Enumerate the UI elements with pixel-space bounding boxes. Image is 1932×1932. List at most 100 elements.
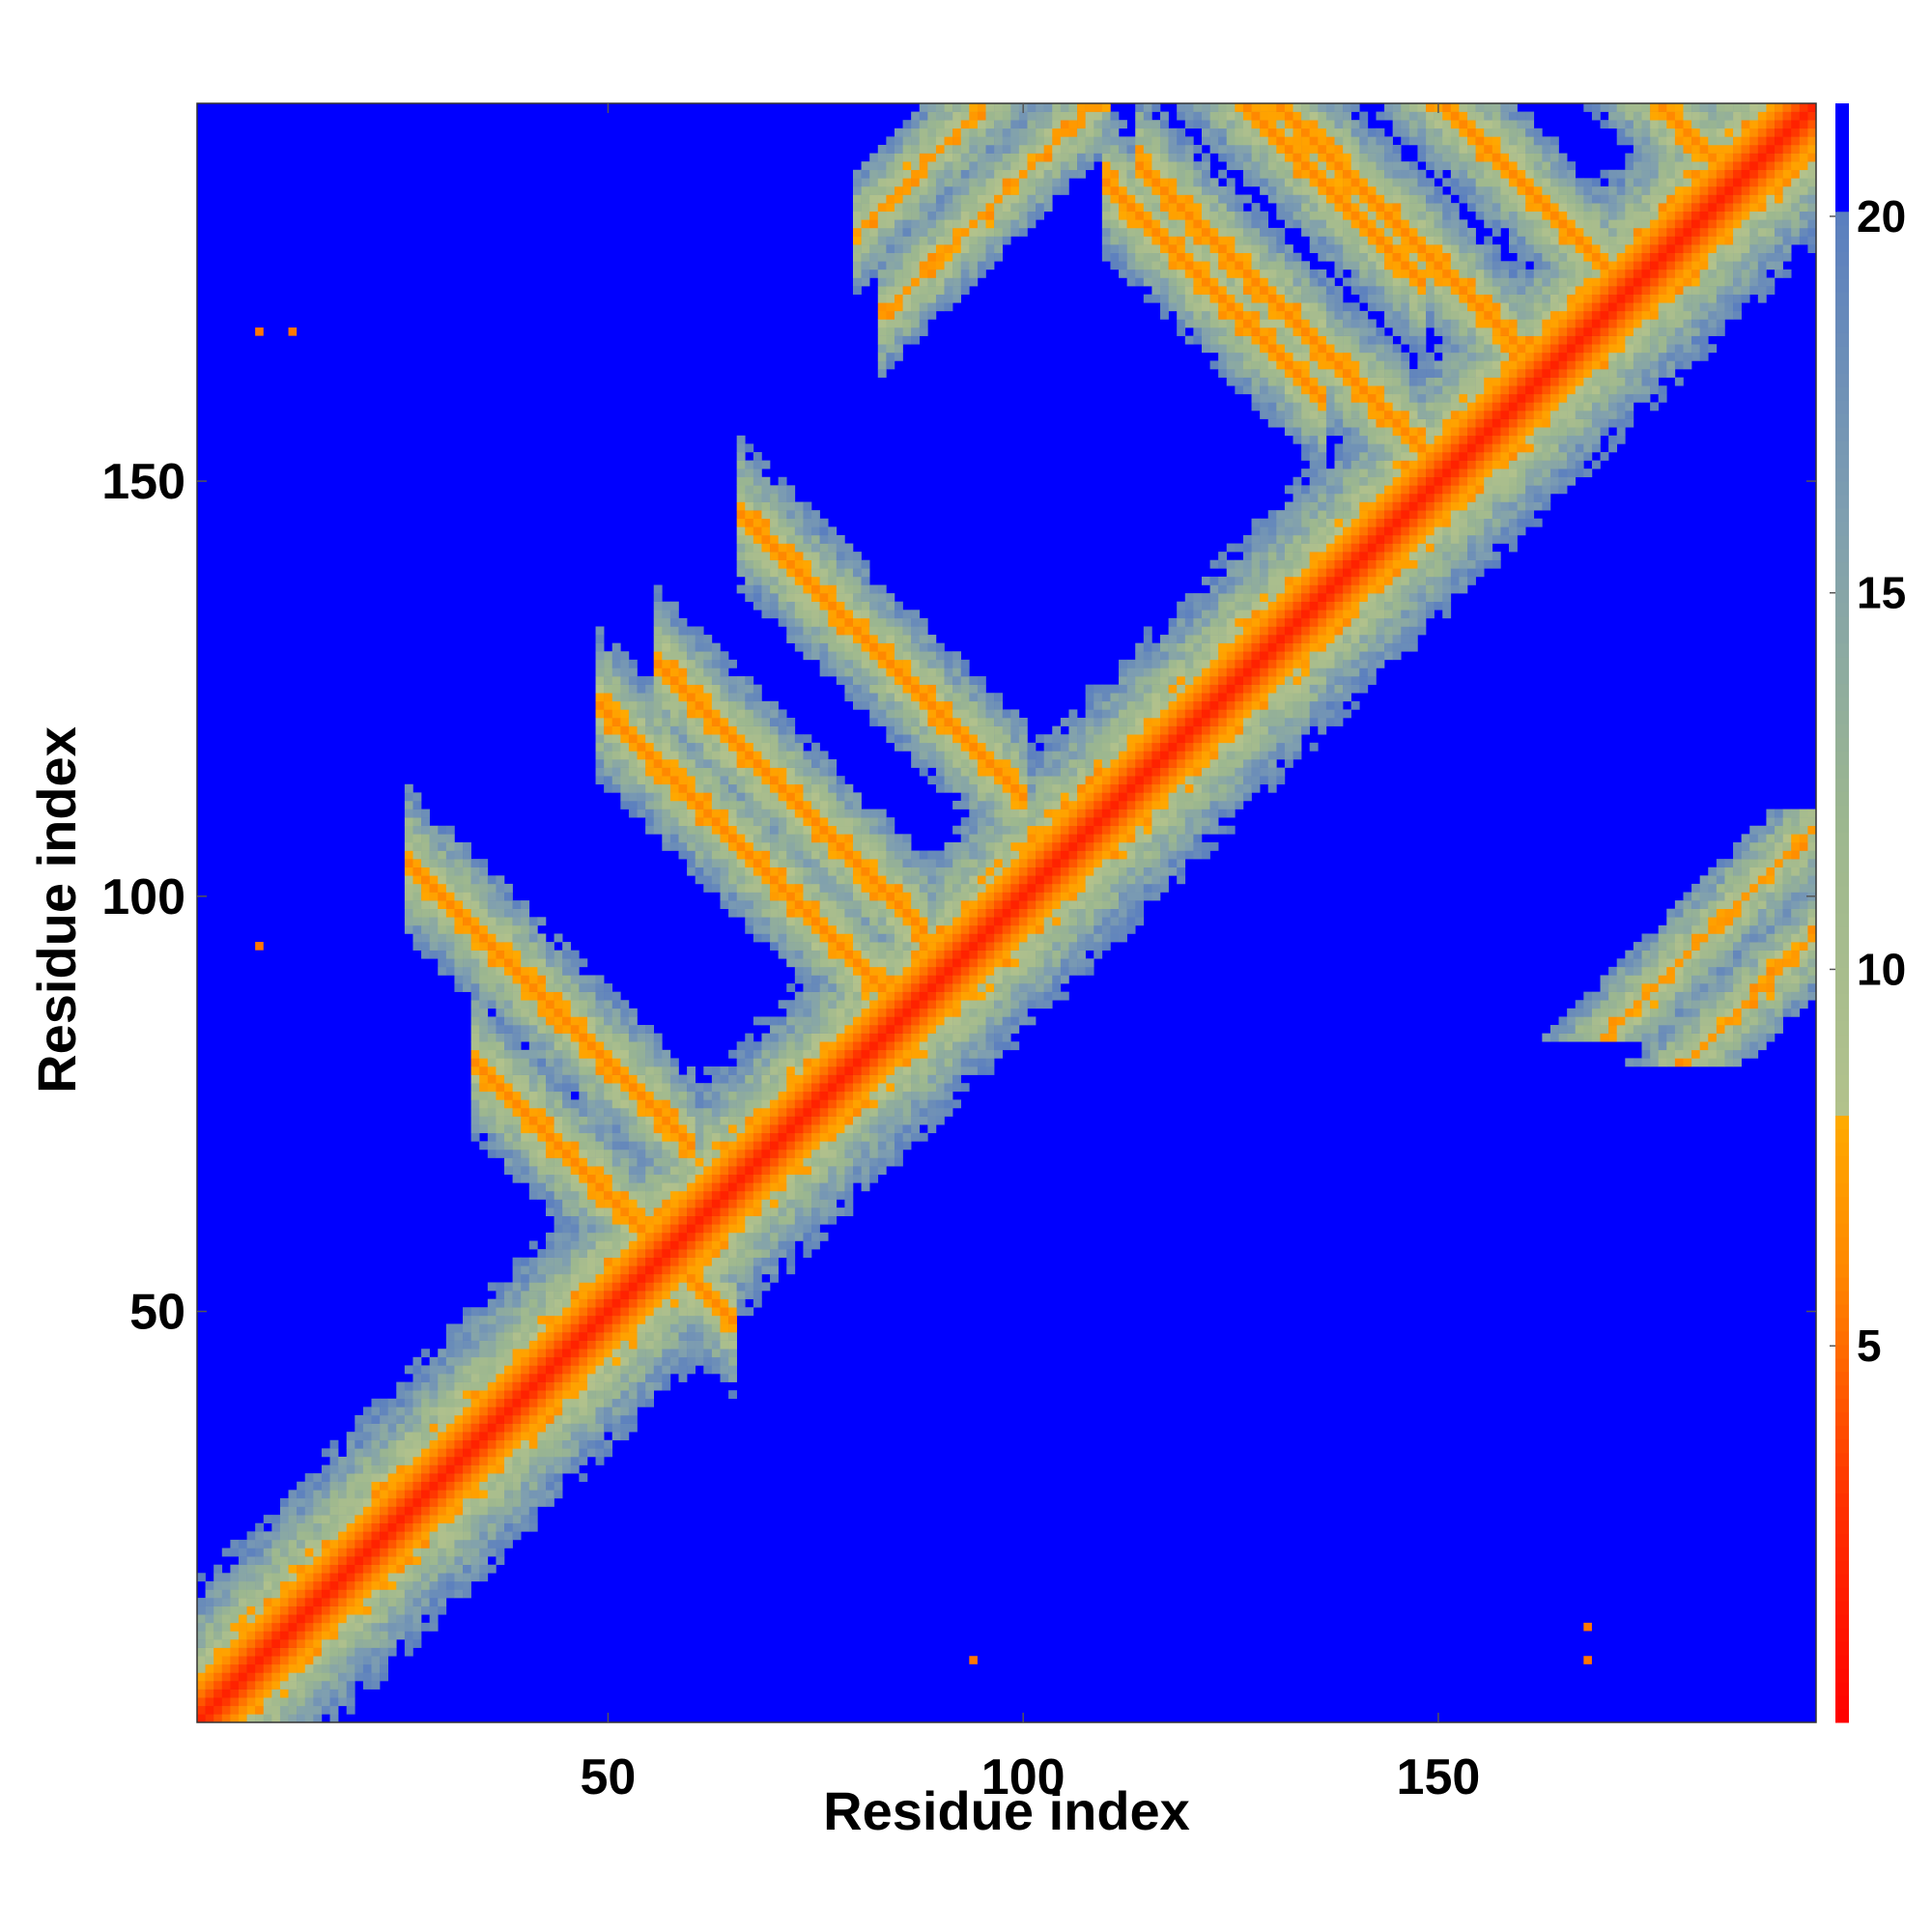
heatmap-cell <box>445 1580 455 1590</box>
heatmap-cell <box>380 1464 388 1474</box>
heatmap-cell <box>586 1132 596 1142</box>
heatmap-cell <box>445 1573 455 1582</box>
heatmap-cell <box>869 900 879 909</box>
heatmap-cell <box>271 1647 281 1657</box>
heatmap-cell <box>753 451 762 461</box>
heatmap-cell <box>611 783 621 793</box>
heatmap-cell <box>836 783 845 793</box>
heatmap-cell <box>736 543 746 553</box>
heatmap-cell <box>504 1315 513 1324</box>
heatmap-cell <box>836 543 845 553</box>
heatmap-cell <box>703 1099 713 1109</box>
heatmap-cell <box>528 950 538 959</box>
heatmap-cell <box>695 1232 704 1241</box>
heatmap-cell <box>313 1580 323 1590</box>
heatmap-cell <box>828 1041 838 1051</box>
heatmap-cell <box>545 1240 554 1250</box>
heatmap-cell <box>803 510 812 520</box>
heatmap-cell <box>736 850 746 860</box>
heatmap-cell <box>487 958 497 968</box>
heatmap-cell <box>321 1705 330 1715</box>
heatmap-cell <box>728 1208 737 1217</box>
heatmap-cell <box>770 1215 779 1225</box>
heatmap-cell <box>786 1091 796 1100</box>
heatmap-cell <box>711 1091 721 1100</box>
heatmap-cell <box>886 1132 895 1142</box>
heatmap-cell <box>570 1273 580 1283</box>
heatmap-cell <box>911 725 921 735</box>
heatmap-cell <box>620 1349 630 1358</box>
heatmap-cell <box>329 1490 339 1499</box>
heatmap-cell <box>429 1439 439 1449</box>
heatmap-cell <box>828 933 838 943</box>
heatmap-cell <box>604 1199 613 1208</box>
heatmap-cell <box>745 693 754 702</box>
heatmap-cell <box>794 1025 804 1034</box>
heatmap-cell <box>620 776 630 785</box>
heatmap-cell <box>463 1390 471 1400</box>
heatmap-cell <box>421 850 430 860</box>
heatmap-cell <box>246 1647 256 1657</box>
heatmap-cell <box>844 834 854 843</box>
heatmap-cell <box>794 908 804 918</box>
heatmap-cell <box>271 1697 281 1707</box>
heatmap-cell <box>877 917 887 926</box>
heatmap-cell <box>279 1663 289 1673</box>
heatmap-cell <box>412 1556 422 1565</box>
heatmap-cell <box>545 1481 554 1491</box>
heatmap-cell <box>869 1033 879 1042</box>
heatmap-cell <box>886 294 895 303</box>
heatmap-cell <box>595 1232 605 1241</box>
heatmap-cell <box>745 809 754 818</box>
heatmap-cell <box>803 966 812 976</box>
heatmap-cell <box>794 825 804 835</box>
heatmap-cell <box>886 924 895 934</box>
heatmap-cell <box>902 219 912 229</box>
heatmap-cell <box>338 1672 347 1682</box>
heatmap-cell <box>545 1365 554 1375</box>
heatmap-cell <box>786 485 796 495</box>
heatmap-cell <box>711 1199 721 1208</box>
heatmap-cell <box>662 1107 671 1117</box>
heatmap-cell <box>894 867 903 876</box>
heatmap-cell <box>496 1124 505 1134</box>
heatmap-cell <box>745 1058 754 1067</box>
heatmap-cell <box>412 809 422 818</box>
heatmap-cell <box>770 1240 779 1250</box>
heatmap-cell <box>786 1049 796 1059</box>
heatmap-cell <box>819 850 829 860</box>
heatmap-cell <box>852 1132 862 1142</box>
heatmap-cell <box>678 1182 688 1192</box>
heatmap-cell <box>861 178 870 187</box>
heatmap-cell <box>445 900 455 909</box>
heatmap-cell <box>297 1580 306 1590</box>
heatmap-cell <box>645 1199 655 1208</box>
heatmap-cell <box>811 1174 820 1183</box>
heatmap-cell <box>421 1573 430 1582</box>
heatmap-cell <box>687 1349 696 1358</box>
heatmap-cell <box>836 1182 845 1192</box>
heatmap-cell <box>911 908 921 918</box>
heatmap-cell <box>687 1332 696 1341</box>
heatmap-cell <box>604 1423 613 1433</box>
heatmap-cell <box>902 693 912 702</box>
heatmap-cell <box>794 593 804 602</box>
heatmap-cell <box>662 1208 671 1217</box>
heatmap-cell <box>653 1182 663 1192</box>
heatmap-cell <box>778 1215 787 1225</box>
heatmap-cell <box>653 1257 663 1266</box>
heatmap-cell <box>745 1141 754 1151</box>
heatmap-cell <box>720 1265 729 1275</box>
heatmap-cell <box>371 1639 381 1648</box>
heatmap-cell <box>669 783 679 793</box>
heatmap-cell <box>562 1166 572 1176</box>
heatmap-cell <box>877 1049 887 1059</box>
heatmap-cell <box>869 236 879 245</box>
heatmap-cell <box>595 635 605 643</box>
heatmap-cell <box>886 352 895 361</box>
heatmap-cell <box>736 451 746 461</box>
heatmap-cell <box>778 501 787 511</box>
heatmap-cell <box>338 1464 347 1474</box>
heatmap-cell <box>902 991 912 1001</box>
heatmap-cell <box>595 1149 605 1158</box>
